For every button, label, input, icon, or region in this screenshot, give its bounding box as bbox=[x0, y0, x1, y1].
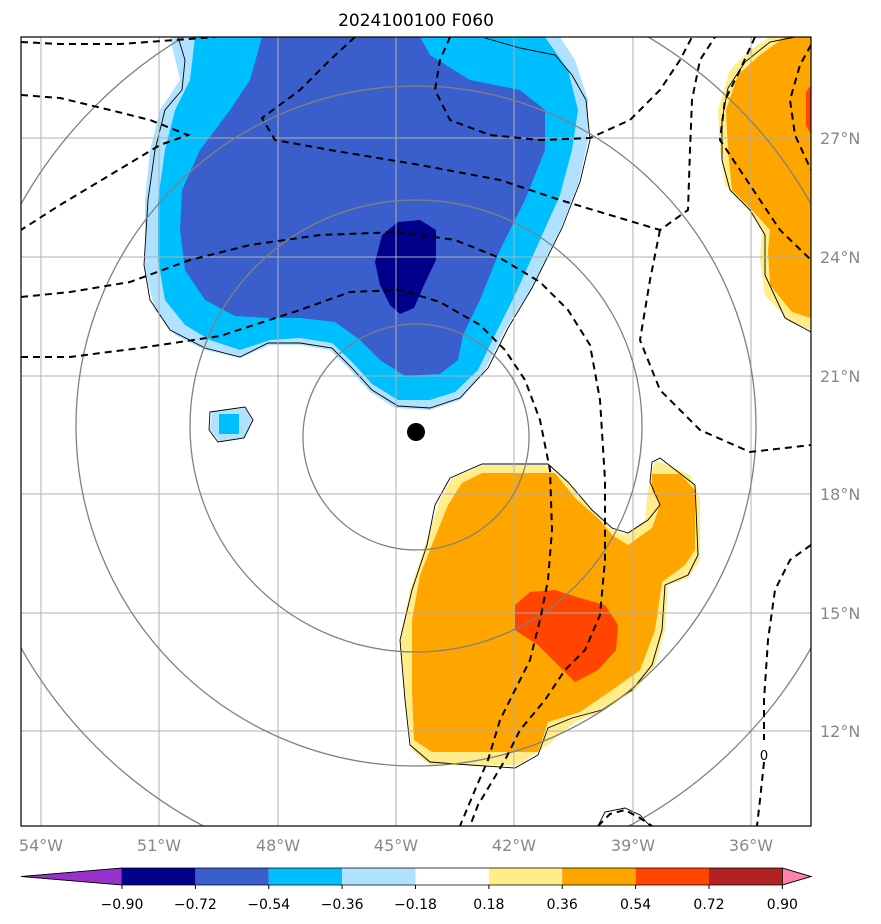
colorbar-extension-low bbox=[20, 867, 123, 886]
colorbar-block bbox=[268, 868, 343, 885]
colorbar-block bbox=[122, 868, 196, 885]
x-tick-label: 45°W bbox=[374, 836, 418, 855]
y-tick-label: 12°N bbox=[820, 722, 860, 741]
range-ring-2 bbox=[189, 199, 643, 653]
x-axis-ticks: 54°W 51°W 48°W 45°W 42°W 39°W 36°W bbox=[19, 836, 773, 855]
colorbar-tick-label: 0.18 bbox=[473, 897, 504, 913]
colorbar-tick-label: −0.90 bbox=[101, 897, 144, 913]
dashed-contours bbox=[21, 37, 811, 826]
colorbar-tick-label: −0.36 bbox=[321, 897, 364, 913]
colorbar-tick-label: −0.18 bbox=[394, 897, 437, 913]
grid bbox=[21, 37, 811, 826]
colorbar-block bbox=[488, 868, 563, 885]
range-ring-3 bbox=[75, 85, 757, 767]
x-tick-label: 48°W bbox=[256, 836, 300, 855]
colorbar-block bbox=[342, 868, 416, 885]
colorbar-block bbox=[562, 868, 636, 885]
colorbar-tick-label: 0.90 bbox=[767, 897, 798, 913]
y-tick-label: 21°N bbox=[820, 367, 860, 386]
colorbar-block bbox=[709, 868, 783, 885]
anomaly-fill-neg-small-inner bbox=[219, 414, 239, 434]
colorbar-extension-high bbox=[781, 867, 813, 886]
x-tick-label: 39°W bbox=[611, 836, 655, 855]
x-tick-label: 42°W bbox=[492, 836, 536, 855]
contour-label: 0 bbox=[760, 749, 768, 764]
colorbar-tick-label: 0.54 bbox=[620, 897, 651, 913]
colorbar-tick-label: 0.72 bbox=[693, 897, 724, 913]
range-ring-1 bbox=[302, 323, 530, 551]
y-tick-label: 27°N bbox=[820, 129, 860, 148]
colorbar-tick-label: −0.54 bbox=[247, 897, 290, 913]
colorbar-block bbox=[195, 868, 269, 885]
y-tick-label: 24°N bbox=[820, 248, 860, 267]
map-frame bbox=[20, 36, 812, 827]
range-rings bbox=[21, 37, 811, 826]
colorbar-tick-label: 0.36 bbox=[547, 897, 578, 913]
map-area bbox=[21, 37, 811, 826]
x-tick-label: 36°W bbox=[729, 836, 773, 855]
chart-title: 2024100100 F060 bbox=[338, 11, 494, 31]
storm-center-marker bbox=[407, 423, 425, 441]
colorbar-block bbox=[635, 868, 709, 885]
colorbar-block bbox=[415, 868, 489, 885]
anomaly-fill-pos-054-ne bbox=[806, 85, 811, 135]
x-tick-label: 51°W bbox=[137, 836, 181, 855]
colorbar-tick-label: −0.72 bbox=[174, 897, 217, 913]
x-tick-label: 54°W bbox=[19, 836, 63, 855]
anomaly-fill-pos-036-ne bbox=[726, 37, 811, 318]
y-tick-label: 18°N bbox=[820, 485, 860, 504]
y-tick-label: 15°N bbox=[820, 604, 860, 623]
y-axis-ticks: 27°N 24°N 21°N 18°N 15°N 12°N bbox=[820, 129, 860, 741]
colorbar: −0.90 −0.72 −0.54 −0.36 −0.18 0.18 0.36 0.54 0.7… bbox=[20, 867, 813, 913]
